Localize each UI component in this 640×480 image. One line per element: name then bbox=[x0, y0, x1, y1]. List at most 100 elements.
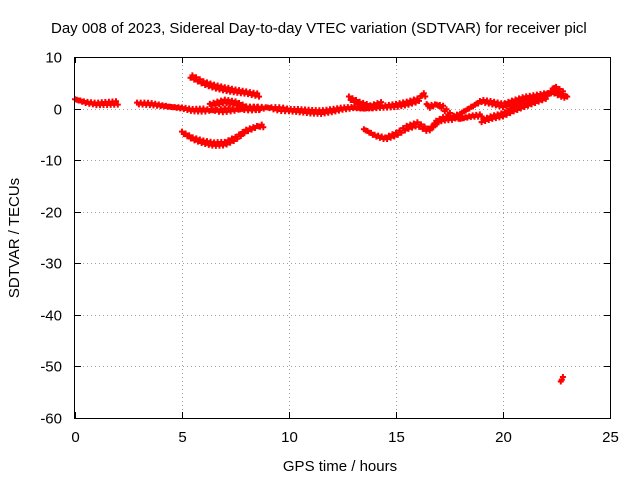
data-point bbox=[113, 98, 120, 105]
data-point bbox=[360, 99, 367, 106]
data-point bbox=[521, 104, 528, 111]
y-tick-label: -10 bbox=[40, 153, 62, 170]
data-point bbox=[421, 123, 428, 130]
data-point bbox=[409, 124, 416, 131]
data-point bbox=[514, 99, 521, 106]
data-point bbox=[405, 101, 412, 108]
data-point bbox=[372, 104, 379, 111]
y-tick-label: 10 bbox=[45, 50, 62, 67]
data-point bbox=[559, 88, 566, 95]
data-point bbox=[353, 97, 360, 104]
data-point bbox=[403, 98, 410, 105]
data-point bbox=[407, 97, 414, 104]
data-point bbox=[236, 99, 243, 106]
data-point bbox=[394, 131, 401, 138]
data-point bbox=[556, 86, 563, 93]
data-point bbox=[398, 129, 405, 136]
data-point bbox=[412, 99, 419, 106]
data-point bbox=[507, 101, 514, 108]
data-point bbox=[196, 76, 203, 83]
data-point bbox=[503, 103, 510, 110]
y-tick-label: 0 bbox=[54, 102, 62, 119]
data-point bbox=[422, 93, 429, 100]
data-point bbox=[241, 130, 248, 137]
data-point bbox=[256, 93, 263, 100]
data-point bbox=[387, 134, 394, 141]
data-point bbox=[510, 108, 517, 115]
x-tick-label: 20 bbox=[495, 429, 512, 446]
data-point bbox=[417, 121, 424, 128]
y-tick-label: -40 bbox=[40, 308, 62, 325]
data-point bbox=[223, 141, 230, 148]
data-point bbox=[514, 106, 521, 113]
data-point bbox=[443, 106, 450, 113]
y-tick-label: -30 bbox=[40, 256, 62, 273]
data-point bbox=[186, 132, 193, 139]
data-point bbox=[203, 79, 210, 86]
x-tick-label: 15 bbox=[388, 429, 405, 446]
data-point bbox=[378, 99, 385, 106]
data-point bbox=[485, 116, 492, 123]
data-point bbox=[196, 136, 203, 143]
data-point bbox=[237, 132, 244, 139]
chart-title: Day 008 of 2023, Sidereal Day-to-day VTE… bbox=[51, 20, 587, 37]
x-tick-label: 0 bbox=[71, 429, 79, 446]
data-point bbox=[448, 116, 455, 123]
data-point bbox=[559, 374, 566, 381]
data-point bbox=[260, 124, 267, 131]
y-axis-label: SDTVAR / TECUs bbox=[6, 178, 23, 298]
data-point bbox=[193, 135, 200, 142]
data-point bbox=[384, 136, 391, 143]
data-point bbox=[503, 111, 510, 118]
data-point bbox=[189, 72, 196, 79]
y-tick-label: -60 bbox=[40, 411, 62, 428]
data-point bbox=[426, 104, 433, 111]
data-point bbox=[391, 133, 398, 140]
data-point bbox=[193, 74, 200, 81]
data-point bbox=[500, 113, 506, 120]
data-point bbox=[564, 93, 571, 100]
data-point bbox=[542, 95, 549, 102]
data-point bbox=[553, 83, 560, 90]
data-point bbox=[517, 105, 524, 112]
data-points bbox=[72, 72, 571, 385]
data-point bbox=[440, 102, 447, 109]
data-point bbox=[227, 139, 234, 146]
x-axis-label: GPS time / hours bbox=[283, 458, 397, 475]
data-point bbox=[349, 95, 356, 102]
data-point bbox=[234, 135, 241, 142]
data-point bbox=[510, 100, 517, 107]
axis-ticks: 0 5 10 15 20 25 10 0 -10 -20 -30 -40 -50 -60 bbox=[40, 50, 619, 447]
data-point bbox=[528, 101, 535, 108]
data-point bbox=[452, 115, 459, 122]
data-point bbox=[356, 98, 363, 105]
data-point bbox=[482, 118, 489, 125]
data-point bbox=[401, 127, 408, 134]
data-point bbox=[369, 105, 376, 112]
data-point bbox=[200, 78, 207, 85]
data-point bbox=[407, 121, 414, 128]
data-point bbox=[524, 102, 531, 109]
data-point bbox=[345, 93, 352, 100]
data-point bbox=[409, 100, 416, 107]
data-point bbox=[367, 102, 374, 109]
data-point bbox=[517, 98, 524, 105]
data-point bbox=[434, 119, 441, 126]
data-point bbox=[498, 110, 505, 117]
data-point bbox=[414, 119, 421, 126]
data-point bbox=[547, 88, 554, 95]
data-point bbox=[230, 137, 237, 144]
data-point bbox=[254, 90, 261, 97]
data-point bbox=[207, 80, 214, 87]
x-tick-label: 5 bbox=[178, 429, 186, 446]
plot-frame bbox=[74, 57, 611, 419]
data-point bbox=[500, 104, 506, 111]
data-point bbox=[507, 110, 514, 117]
x-tick-label: 25 bbox=[602, 429, 619, 446]
data-point bbox=[232, 98, 239, 105]
data-point bbox=[114, 101, 121, 108]
y-tick-label: -50 bbox=[40, 359, 62, 376]
data-point bbox=[370, 101, 377, 108]
data-point bbox=[363, 101, 370, 108]
